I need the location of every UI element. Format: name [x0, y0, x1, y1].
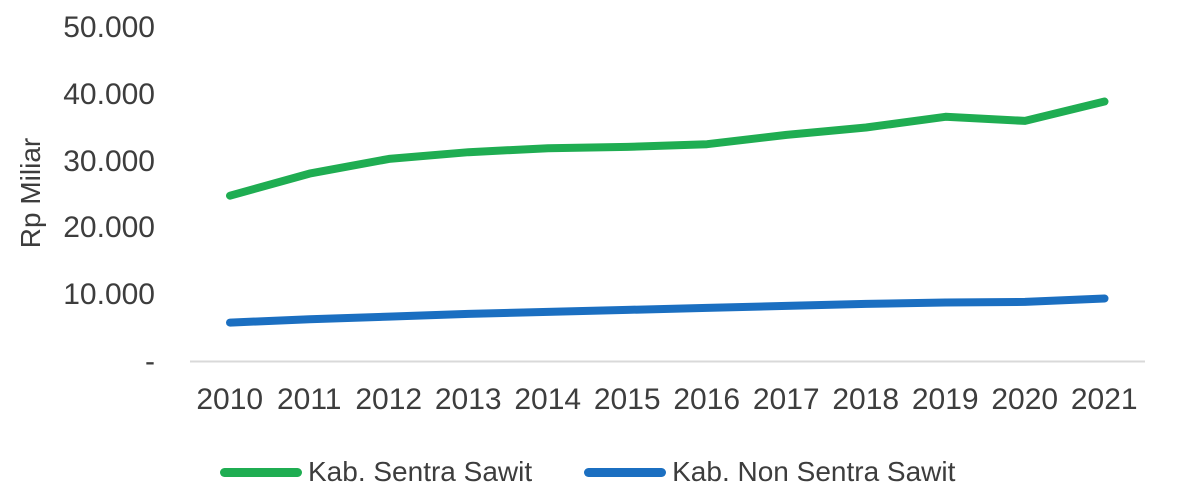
x-axis: 2010 2011 2012 2013 2014 2015 2016 2017 … [190, 383, 1144, 417]
x-tick-label: 2011 [276, 383, 342, 416]
y-tick-label: 50.000 [63, 11, 155, 44]
legend-label: Kab. Non Sentra Sawit [672, 456, 956, 487]
legend-item-non-sentra-sawit: Kab. Non Sentra Sawit [584, 455, 955, 489]
x-tick-label: 2014 [514, 383, 582, 416]
legend-swatch-blue-line-icon [584, 467, 667, 477]
y-tick-label: - [145, 345, 155, 378]
y-tick-label: 30.000 [63, 145, 155, 178]
series-line-sentra-sawit [226, 97, 1109, 200]
x-tick-label: 2010 [196, 383, 264, 416]
legend: Kab. Sentra Sawit Kab. Non Sentra Sawit [220, 455, 955, 489]
x-tick-label: 2016 [673, 383, 741, 416]
y-tick-label: 40.000 [63, 78, 155, 111]
y-tick-label: 10.000 [63, 278, 155, 311]
x-tick-label: 2015 [593, 383, 661, 416]
x-tick-label: 2021 [1070, 383, 1138, 416]
series-line-non-sentra-sawit [226, 294, 1109, 327]
legend-label: Kab. Sentra Sawit [308, 456, 533, 487]
x-tick-label: 2019 [911, 383, 979, 416]
x-tick-label: 2020 [991, 383, 1059, 416]
x-tick-label: 2012 [355, 383, 423, 416]
legend-item-sentra-sawit: Kab. Sentra Sawit [220, 455, 532, 489]
x-tick-label: 2013 [434, 383, 502, 416]
x-tick-label: 2017 [752, 383, 820, 416]
legend-swatch-green-line-icon [220, 467, 302, 477]
y-tick-label: 20.000 [63, 211, 155, 244]
x-tick-label: 2018 [832, 383, 900, 416]
